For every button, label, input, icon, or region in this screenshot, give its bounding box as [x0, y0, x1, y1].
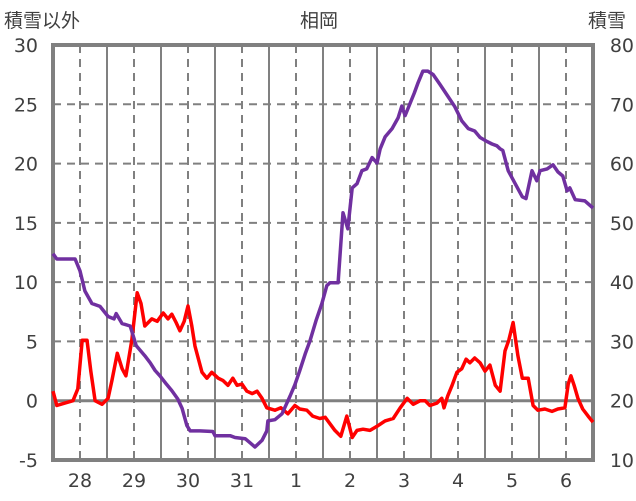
- y-tick-label-left: 25: [14, 94, 38, 116]
- y-tick-label-right: 10: [610, 450, 634, 472]
- series-line-other: [51, 291, 595, 440]
- y-tick-label-right: 60: [610, 154, 634, 176]
- x-tick-label: 2: [344, 470, 356, 492]
- y-tick-label-left: -5: [19, 450, 38, 472]
- y-tick-label-left: 10: [14, 272, 38, 294]
- x-tick-label: 4: [452, 470, 464, 492]
- x-tick-label: 1: [290, 470, 302, 492]
- y-tick-label-left: 20: [14, 154, 38, 176]
- y-tick-label-right: 50: [610, 213, 634, 235]
- series-line-snow-depth: [51, 69, 595, 449]
- x-tick-label: 30: [176, 470, 200, 492]
- chart-title: 相岡: [300, 10, 339, 32]
- y-tick-label-left: 0: [26, 391, 38, 413]
- y-tick-label-left: 30: [14, 35, 38, 57]
- y-tick-label-right: 30: [610, 331, 634, 353]
- x-tick-label: 31: [230, 470, 254, 492]
- x-tick-label: 28: [68, 470, 92, 492]
- y-tick-label-right: 40: [610, 272, 634, 294]
- x-tick-label: 5: [506, 470, 518, 492]
- y-tick-label-left: 15: [14, 213, 38, 235]
- y-tick-label-left: 5: [26, 331, 38, 353]
- x-tick-label: 6: [560, 470, 572, 492]
- left-axis-title: 積雪以外: [4, 10, 81, 32]
- plot-border: [51, 43, 595, 462]
- x-tick-label: 3: [398, 470, 410, 492]
- y-tick-label-right: 80: [610, 35, 634, 57]
- y-tick-label-right: 20: [610, 391, 634, 413]
- y-tick-label-right: 70: [610, 94, 634, 116]
- right-axis-title: 積雪: [588, 10, 627, 32]
- x-tick-label: 29: [122, 470, 146, 492]
